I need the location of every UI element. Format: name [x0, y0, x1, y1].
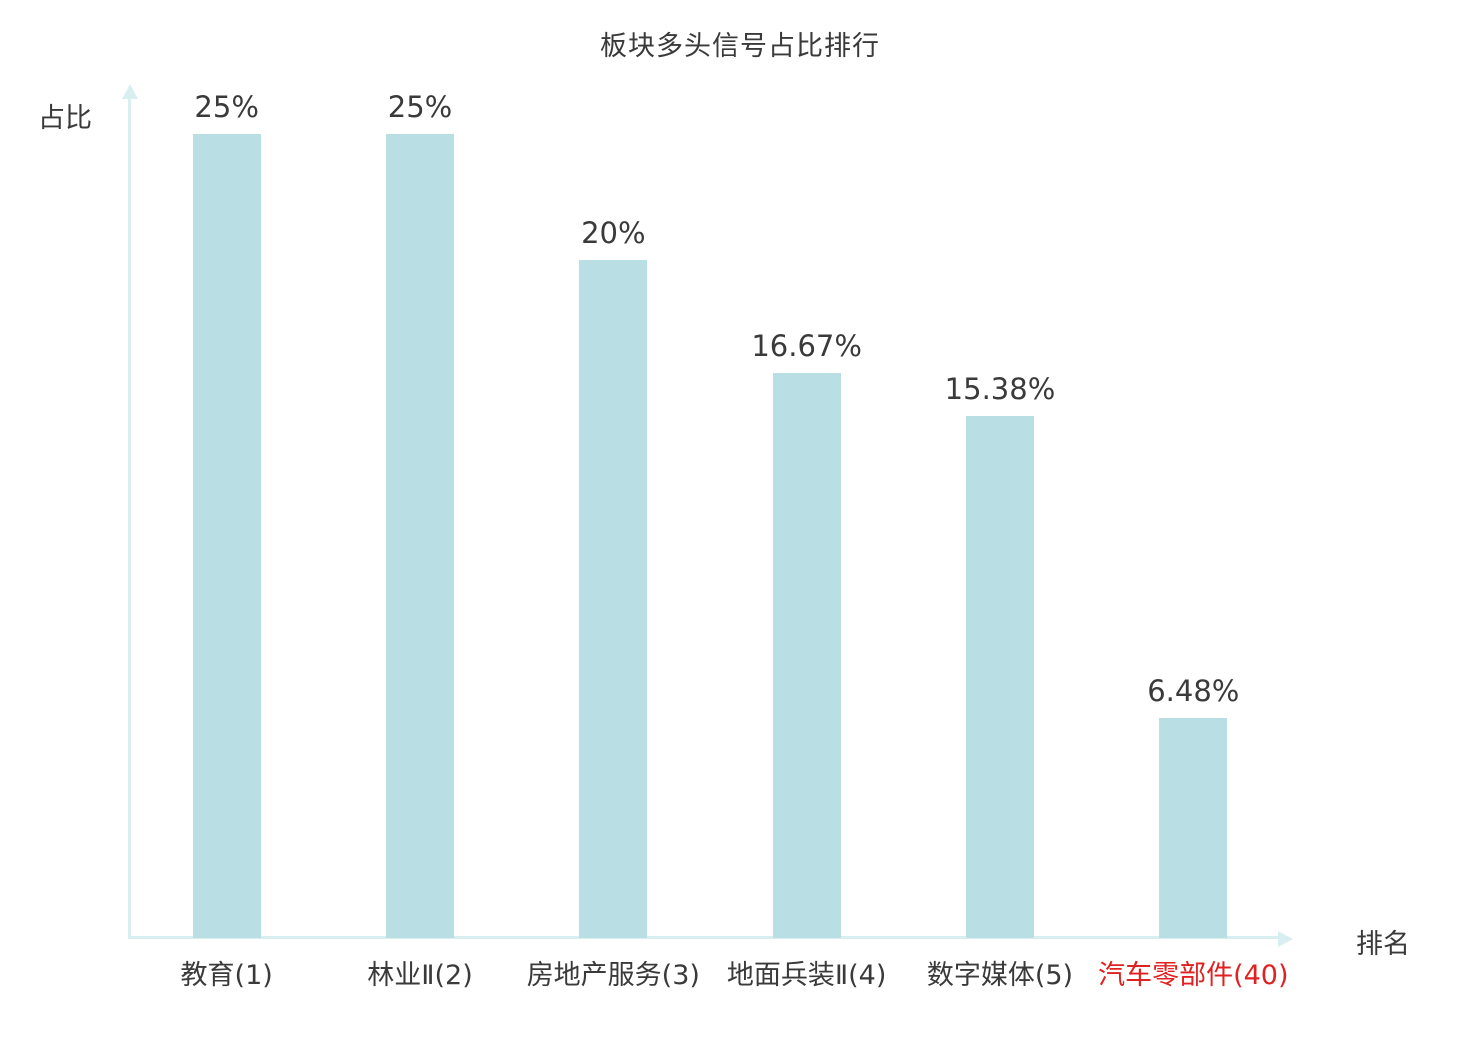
- bar-category-label: 地面兵装Ⅱ(4): [726, 960, 887, 991]
- x-axis-label: 排名: [1356, 929, 1410, 960]
- bar-value-label: 25%: [194, 90, 259, 124]
- bar-value-label: 20%: [581, 216, 646, 250]
- bar-value-label: 25%: [387, 90, 453, 124]
- bar: [772, 373, 841, 938]
- bar-category-label: 房地产服务(3): [526, 960, 700, 991]
- bar: [579, 260, 648, 938]
- x-axis-line: [128, 936, 1280, 939]
- bar-category-label: 汽车零部件(40): [1098, 960, 1289, 991]
- bar-group: 20%: [517, 90, 710, 938]
- bar-group: 6.48%: [1097, 90, 1290, 938]
- bar-group: 25%: [323, 90, 516, 938]
- bar-category-label: 林业Ⅱ(2): [367, 960, 473, 991]
- bar: [965, 416, 1034, 938]
- plot-area: 25% 25% 20% 16.67% 15.38% 6.48%: [130, 90, 1290, 938]
- bar-value-label: 15.38%: [944, 372, 1056, 406]
- bar-value-label: 16.67%: [751, 329, 862, 363]
- y-axis-label: 占比: [38, 103, 92, 134]
- bar: [385, 134, 454, 938]
- chart-title: 板块多头信号占比排行: [600, 31, 880, 62]
- bar-group: 16.67%: [710, 90, 903, 938]
- x-axis-arrow-icon: [1278, 931, 1293, 947]
- bar: [1159, 718, 1228, 938]
- bar-group: 25%: [130, 90, 323, 938]
- bar-category-label: 教育(1): [180, 960, 273, 991]
- bar-category-label: 数字媒体(5): [926, 960, 1074, 991]
- bar: [192, 134, 261, 938]
- y-axis-line: [128, 98, 131, 939]
- category-labels-row: 教育(1) 林业Ⅱ(2) 房地产服务(3) 地面兵装Ⅱ(4) 数字媒体(5) 汽车零部件(…: [130, 958, 1290, 994]
- y-axis-arrow-icon: [122, 84, 138, 99]
- bar-value-label: 6.48%: [1147, 674, 1240, 708]
- bar-group: 15.38%: [903, 90, 1096, 938]
